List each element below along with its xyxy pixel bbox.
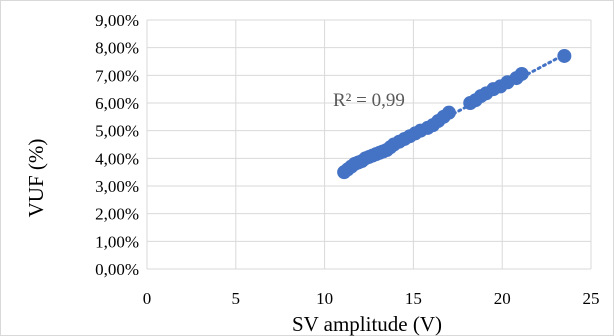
y-tick-label: 1,00% — [95, 232, 139, 251]
x-tick-labels: 0 5 10 15 20 25 — [143, 289, 600, 308]
data-points — [337, 48, 572, 180]
y-tick-label: 9,00% — [95, 11, 139, 30]
y-tick-label: 3,00% — [95, 177, 139, 196]
x-tick-label: 0 — [143, 289, 152, 308]
gridlines — [146, 19, 592, 270]
y-tick-label: 6,00% — [95, 94, 139, 113]
x-tick-label: 10 — [316, 289, 333, 308]
x-axis-title: SV amplitude (V) — [292, 312, 442, 336]
y-tick-label: 7,00% — [95, 66, 139, 85]
y-tick-label: 5,00% — [95, 122, 139, 141]
y-tick-label: 4,00% — [95, 149, 139, 168]
data-point — [557, 48, 572, 63]
y-tick-label: 2,00% — [95, 205, 139, 224]
r-squared-annotation: R² = 0,99 — [333, 90, 405, 111]
data-point — [514, 66, 529, 81]
x-tick-label: 25 — [583, 289, 600, 308]
y-tick-label: 0,00% — [95, 260, 139, 279]
y-tick-labels: 0,00% 1,00% 2,00% 3,00% 4,00% 5,00% 6,00% 7,00%… — [95, 11, 139, 279]
data-point — [441, 105, 456, 120]
y-axis-title: VUF (%) — [24, 139, 48, 218]
x-tick-label: 15 — [405, 289, 422, 308]
x-tick-label: 5 — [232, 289, 241, 308]
y-tick-label: 8,00% — [95, 39, 139, 58]
x-tick-label: 20 — [494, 289, 511, 308]
